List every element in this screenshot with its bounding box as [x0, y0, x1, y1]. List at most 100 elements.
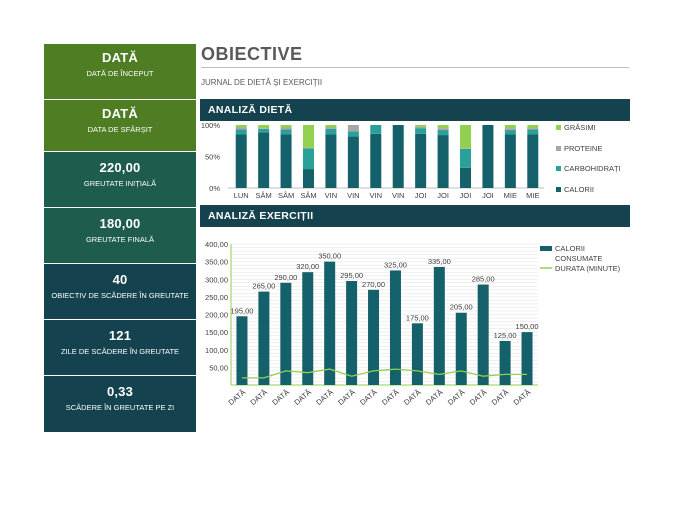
- diet-legend-label: CALORII: [564, 185, 594, 194]
- weight-loss-per-day-value: 0,33: [106, 384, 134, 399]
- calories-bar: [368, 289, 380, 385]
- initial-weight-label: GREUTATE INIȚIALĂ: [83, 179, 157, 188]
- exercise-y-tick: 150,00: [205, 328, 228, 337]
- diet-bar-segment: [303, 147, 314, 149]
- exercise-x-tick: DATĂ: [424, 388, 445, 407]
- diet-bar-segment: [460, 148, 471, 168]
- diet-x-tick: JOI: [415, 191, 427, 200]
- diet-bar-segment: [235, 127, 247, 130]
- diet-x-tick: LUN: [234, 191, 249, 200]
- calories-data-label: 195,00: [230, 306, 253, 315]
- exercise-x-tick: DATĂ: [292, 388, 313, 407]
- diet-legend-swatch: [556, 146, 561, 151]
- exercise-chart: 50,00 100,00 150,00 200,00 250,00 300,00 350,0…: [205, 240, 621, 407]
- calories-data-label: 350,00: [318, 252, 341, 261]
- end-date-value: DATĂ: [102, 106, 138, 121]
- exercise-x-tick: DATĂ: [446, 388, 467, 407]
- calories-bar: [433, 266, 445, 385]
- exercise-y-tick: 250,00: [205, 293, 228, 302]
- diet-legend-label: PROTEINE: [564, 144, 602, 153]
- exercise-analysis-header: ANALIZĂ EXERCIȚII: [200, 205, 630, 227]
- diet-bar-segment: [437, 135, 449, 188]
- weight-loss-goal-value: 40: [112, 272, 128, 287]
- exercise-x-tick: DATĂ: [380, 388, 401, 407]
- diet-bar-segment: [347, 125, 359, 132]
- calories-data-label: 295,00: [340, 271, 363, 280]
- exercise-y-tick: 200,00: [205, 311, 228, 320]
- initial-weight-value: 220,00: [99, 160, 141, 175]
- final-weight-tile: 180,00 GREUTATE FINALĂ: [44, 208, 196, 263]
- diet-bar-segment: [392, 125, 404, 188]
- calories-data-label: 320,00: [296, 262, 319, 271]
- diet-bar-segment: [437, 128, 449, 131]
- final-weight-value: 180,00: [99, 216, 141, 231]
- weight-loss-days-value: 121: [108, 328, 132, 343]
- diet-x-tick: JOI: [437, 191, 449, 200]
- exercise-x-tick: DATĂ: [402, 388, 423, 407]
- weight-loss-days-label: ZILE DE SCĂDERE ÎN GREUTATE: [60, 347, 180, 356]
- calories-data-label: 205,00: [450, 303, 473, 312]
- diet-y-tick: 50%: [205, 153, 220, 162]
- diet-bar-segment: [504, 128, 516, 131]
- exercise-y-tick: 50,00: [209, 363, 228, 372]
- exercise-legend-swatch: [540, 246, 552, 251]
- final-weight-label: GREUTATE FINALĂ: [85, 235, 155, 244]
- diet-bar-segment: [370, 125, 382, 134]
- calories-bar: [302, 272, 314, 385]
- diet-bar-segment: [415, 125, 427, 127]
- diet-bar-segment: [504, 130, 516, 135]
- end-date-label: DATA DE SFÂRȘIT: [87, 125, 153, 134]
- diet-x-tick: JOI: [460, 191, 472, 200]
- duration-line: [242, 368, 527, 379]
- exercise-x-tick: DATĂ: [512, 388, 533, 407]
- diet-x-tick: VIN: [325, 191, 338, 200]
- exercise-x-tick: DATĂ: [336, 388, 357, 407]
- diet-bar-segment: [415, 128, 427, 134]
- exercise-legend-label: CALORII: [555, 244, 585, 253]
- calories-bar: [346, 281, 358, 385]
- calories-bar: [236, 316, 248, 385]
- diet-chart: 0% 50% 100% LUN SÂM SÂM SÂM VIN VIN VIN VIN JOI JOI J…: [201, 121, 621, 200]
- calories-bar: [477, 284, 489, 385]
- start-date-tile: DATĂ DATĂ DE ÎNCEPUT: [44, 44, 196, 99]
- calories-data-label: 270,00: [362, 280, 385, 289]
- diet-bar-segment: [460, 125, 471, 149]
- diet-bar-segment: [258, 128, 270, 133]
- diet-x-tick: VIN: [347, 191, 360, 200]
- diet-bar-segment: [325, 134, 337, 188]
- diet-legend-swatch: [556, 187, 561, 192]
- diet-bar-segment: [280, 134, 292, 188]
- diet-x-tick: SÂM: [278, 191, 294, 200]
- diet-bar-segment: [325, 125, 337, 128]
- calories-data-label: 125,00: [494, 331, 517, 340]
- calories-data-label: 285,00: [472, 275, 495, 284]
- exercise-x-tick: DATĂ: [468, 388, 489, 407]
- diet-bar-segment: [527, 134, 539, 188]
- exercise-y-tick: 100,00: [205, 346, 228, 355]
- weight-loss-per-day-label: SCĂDERE ÎN GREUTATE PE ZI: [65, 403, 175, 412]
- weight-loss-days-tile: 121 ZILE DE SCĂDERE ÎN GREUTATE: [44, 320, 196, 375]
- calories-bar: [411, 323, 423, 385]
- exercise-legend-label: DURATA (MINUTE): [555, 264, 621, 273]
- diet-bar-segment: [527, 125, 539, 129]
- diet-y-tick: 0%: [209, 184, 220, 193]
- diet-x-tick: JOI: [482, 191, 494, 200]
- diet-bar-segment: [460, 148, 471, 149]
- diet-x-tick: VIN: [392, 191, 405, 200]
- weight-loss-per-day-tile: 0,33 SCĂDERE ÎN GREUTATE PE ZI: [44, 376, 196, 432]
- diet-bar-segment: [235, 129, 247, 135]
- diet-bar-segment: [303, 169, 314, 188]
- calories-bar: [521, 332, 533, 385]
- calories-bar: [324, 261, 336, 385]
- title-divider: [201, 67, 629, 68]
- diet-bar-segment: [258, 125, 270, 129]
- diet-bar-segment: [303, 148, 314, 170]
- diet-legend-swatch: [556, 125, 561, 130]
- diet-bar-segment: [415, 133, 427, 188]
- exercise-x-tick: DATĂ: [314, 388, 335, 407]
- exercise-y-tick: 350,00: [205, 258, 228, 267]
- calories-data-label: 290,00: [274, 273, 297, 282]
- calories-data-label: 265,00: [252, 282, 275, 291]
- exercise-x-tick: DATĂ: [490, 388, 511, 407]
- diet-bar-segment: [325, 127, 337, 129]
